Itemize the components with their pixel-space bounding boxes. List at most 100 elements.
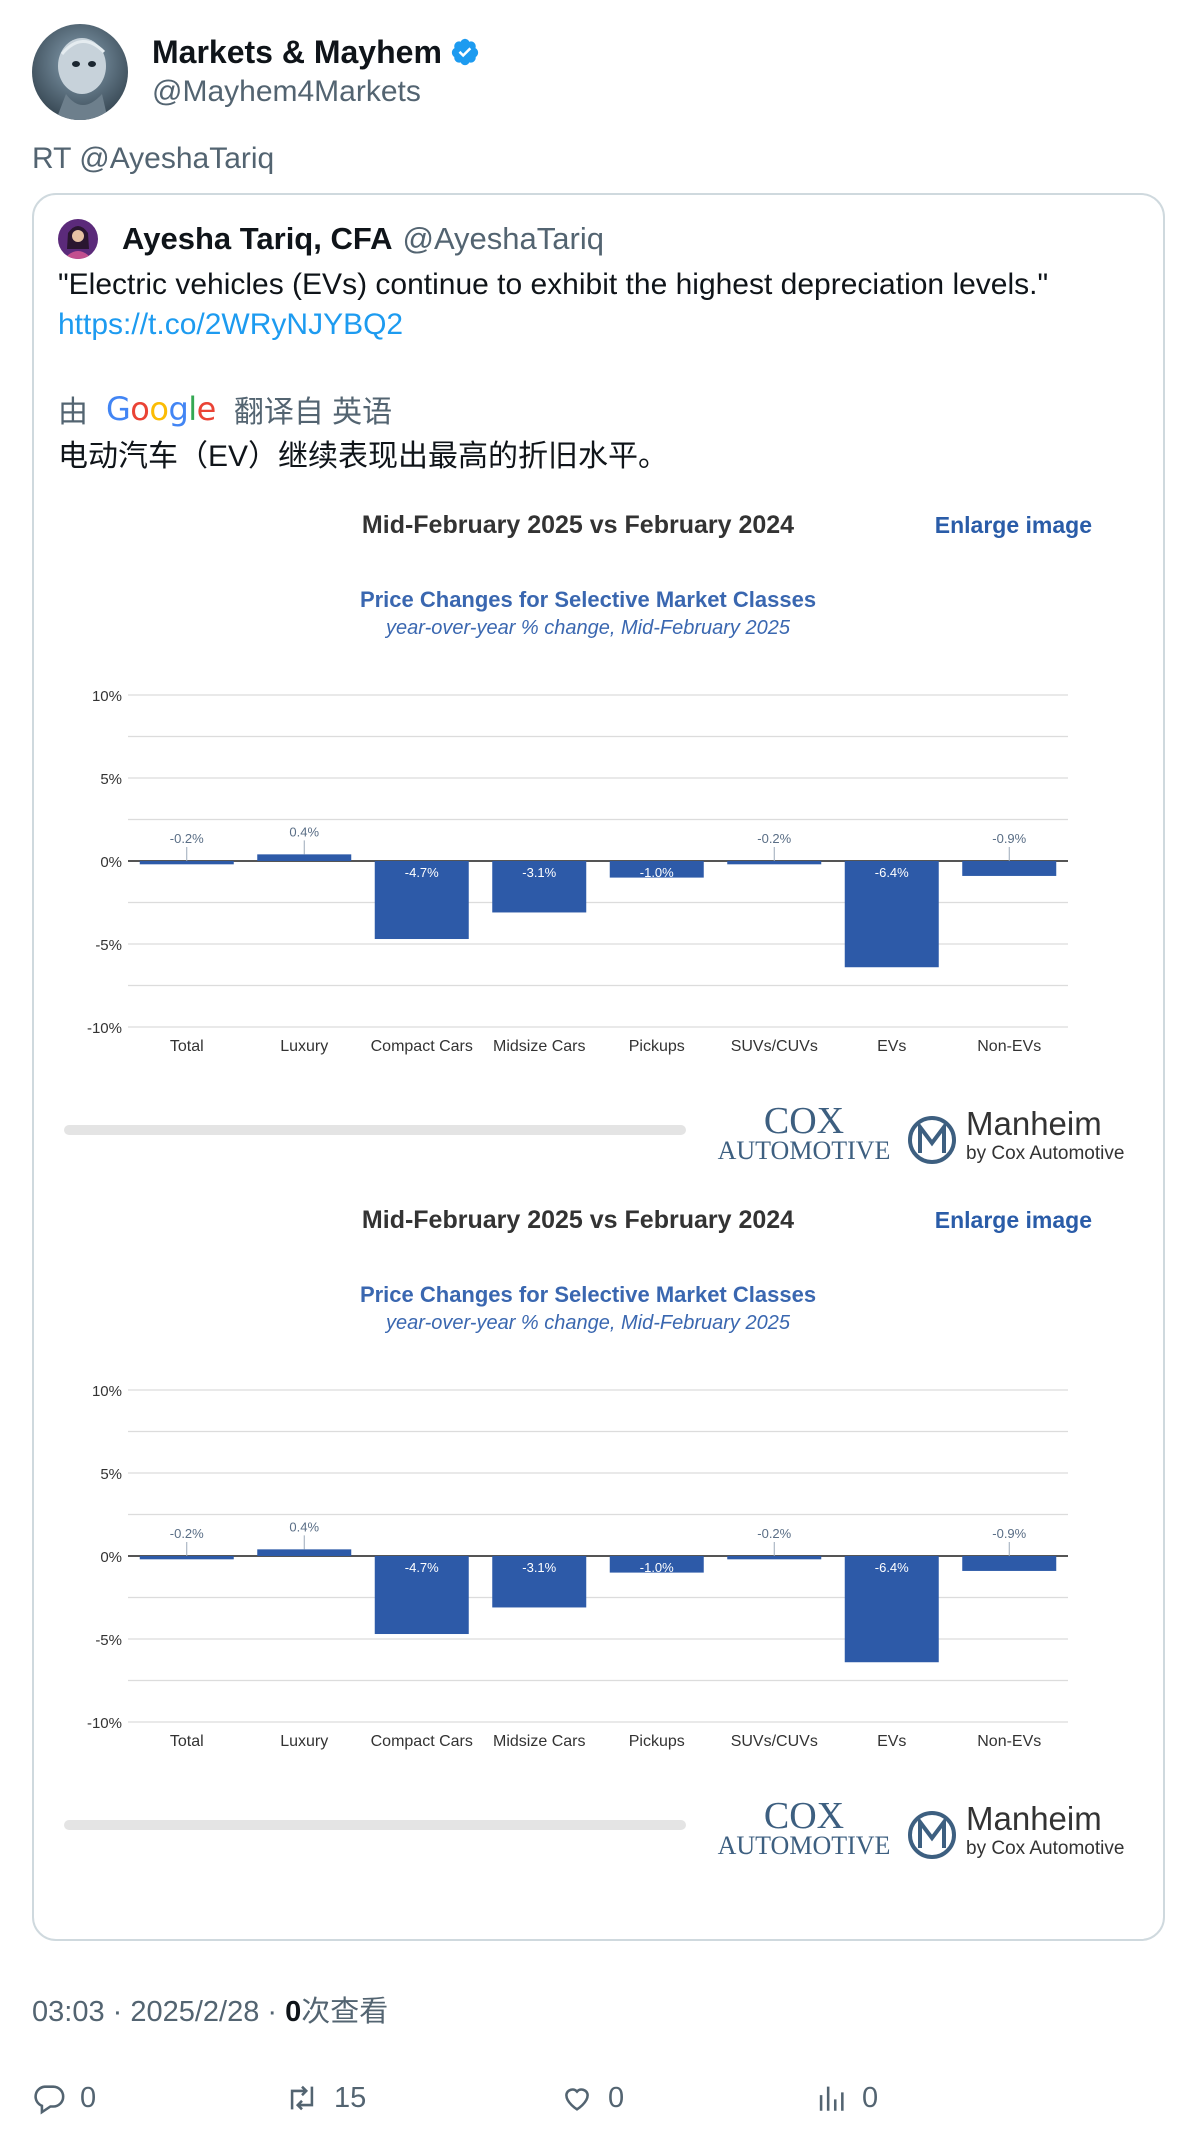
quoted-tweet[interactable]: Ayesha Tariq, CFA @AyeshaTariq "Electric… <box>32 193 1165 1941</box>
translated-text: 电动汽车（EV）继续表现出最高的折旧水平。 <box>58 440 669 473</box>
data-label: -0.2% <box>757 831 791 846</box>
x-tick-label: SUVs/CUVs <box>731 1733 818 1750</box>
data-label: -0.2% <box>170 831 204 846</box>
enlarge-image-link[interactable]: Enlarge image <box>935 512 1092 538</box>
quoted-tweet-header: Ayesha Tariq, CFA @AyeshaTariq <box>58 217 604 261</box>
data-label: -4.7% <box>405 865 439 880</box>
data-label: -6.4% <box>875 865 909 880</box>
bar <box>609 1556 704 1573</box>
action-bar: 0 15 0 0 <box>32 2075 1165 2121</box>
bar <box>727 1556 822 1560</box>
reply-icon <box>34 2085 65 2115</box>
quoted-tweet-link[interactable]: https://t.co/2WRyNJYBQ2 <box>58 308 404 341</box>
tweet-meta: 03:03 · 2025/2/28 · 0次查看 <box>32 1988 388 2030</box>
like-button[interactable]: 0 <box>560 2075 624 2121</box>
manheim-brand-sub: by Cox Automotive <box>966 1838 1124 1859</box>
translation-attribution: 由 Google 翻译自 英语 <box>58 390 393 429</box>
data-label: -6.4% <box>875 1560 909 1575</box>
data-label: 0.4% <box>289 824 319 839</box>
bar <box>609 861 704 878</box>
bar <box>844 1556 939 1663</box>
retweet-button[interactable]: 15 <box>284 2075 366 2121</box>
author-handle[interactable]: @Mayhem4Markets <box>152 75 421 108</box>
x-tick-label: Non-EVs <box>977 1038 1041 1055</box>
x-tick-label: Pickups <box>629 1733 685 1750</box>
x-tick-label: Midsize Cars <box>493 1038 585 1055</box>
chart-subtitle: year-over-year % change, Mid-February 20… <box>384 1312 791 1334</box>
y-tick-label: -10% <box>87 1020 122 1037</box>
analytics-icon <box>819 2086 844 2111</box>
data-label: -0.9% <box>992 1526 1026 1541</box>
google-logo-letter: e <box>196 390 217 428</box>
x-tick-label: Total <box>170 1733 204 1750</box>
retweet-icon <box>290 2085 314 2111</box>
x-tick-label: EVs <box>877 1733 906 1750</box>
x-tick-label: Compact Cars <box>371 1038 473 1055</box>
x-tick-label: Pickups <box>629 1038 685 1055</box>
author-avatar[interactable] <box>32 24 128 120</box>
bar-chart-2: Mid-February 2025 vs February 2024 Enlarg… <box>58 1180 1148 1880</box>
data-label: -0.2% <box>170 1526 204 1541</box>
quoted-author-name[interactable]: Ayesha Tariq, CFA <box>122 221 393 256</box>
y-tick-label: 0% <box>100 854 122 871</box>
x-tick-label: Non-EVs <box>977 1733 1041 1750</box>
google-logo-letter: G <box>106 390 131 428</box>
views-button[interactable]: 0 <box>814 2075 878 2121</box>
manheim-logo-mark <box>918 1816 946 1848</box>
cox-logo-top: COX <box>764 1795 844 1837</box>
bar <box>257 854 352 861</box>
quoted-author-avatar[interactable] <box>58 219 98 259</box>
data-label: -1.0% <box>640 865 674 880</box>
x-tick-label: Compact Cars <box>371 1733 473 1750</box>
cox-logo-top: COX <box>764 1100 844 1142</box>
chart-panel-1[interactable]: Mid-February 2025 vs February 2024 Enlarg… <box>58 485 1148 1185</box>
cox-logo-bottom: AUTOMOTIVE <box>718 1136 891 1165</box>
x-tick-label: Luxury <box>280 1038 328 1055</box>
view-label: 次查看 <box>301 1996 389 2028</box>
manheim-brand-name: Manheim <box>966 1800 1102 1837</box>
manheim-logo-circle <box>908 1811 956 1859</box>
verified-badge-icon <box>451 38 479 66</box>
y-tick-label: -10% <box>87 1715 122 1732</box>
image-scrollbar <box>64 1820 686 1830</box>
tweet-timestamp[interactable]: 03:03 · 2025/2/28 · <box>32 1996 286 2028</box>
bar <box>139 1556 234 1560</box>
bar <box>139 861 234 865</box>
quoted-tweet-text: "Electric vehicles (EVs) continue to exh… <box>58 268 1049 301</box>
chart-background <box>58 485 1148 1185</box>
enlarge-image-link[interactable]: Enlarge image <box>935 1207 1092 1233</box>
data-label: -0.2% <box>757 1526 791 1541</box>
y-tick-label: -5% <box>95 1632 122 1649</box>
x-tick-label: Total <box>170 1038 204 1055</box>
bar <box>727 861 822 865</box>
y-tick-label: 5% <box>100 771 122 788</box>
google-logo-letter: g <box>168 390 189 428</box>
bar <box>374 1556 469 1635</box>
data-label: -3.1% <box>522 1560 556 1575</box>
view-count: 0 <box>285 1996 302 2028</box>
x-tick-label: EVs <box>877 1038 906 1055</box>
reply-button[interactable]: 0 <box>32 2075 96 2121</box>
data-label: 0.4% <box>289 1519 319 1534</box>
y-tick-label: 0% <box>100 1549 122 1566</box>
manheim-brand-sub: by Cox Automotive <box>966 1143 1124 1164</box>
bar <box>844 861 939 968</box>
manheim-brand-name: Manheim <box>966 1105 1102 1142</box>
bar <box>962 861 1057 876</box>
bar-chart-1: Mid-February 2025 vs February 2024 Enlarg… <box>58 485 1148 1185</box>
chart-panel-2[interactable]: Mid-February 2025 vs February 2024 Enlarg… <box>58 1180 1148 1880</box>
x-tick-label: Luxury <box>280 1733 328 1750</box>
chart-title: Price Changes for Selective Market Class… <box>360 587 816 612</box>
bar <box>492 861 587 913</box>
y-tick-label: 5% <box>100 1466 122 1483</box>
google-logo-letter: o <box>130 390 150 428</box>
y-tick-label: -5% <box>95 937 122 954</box>
quoted-author-handle[interactable]: @AyeshaTariq <box>402 221 604 256</box>
author-display-name[interactable]: Markets & Mayhem <box>152 32 480 72</box>
data-label: -4.7% <box>405 1560 439 1575</box>
y-tick-label: 10% <box>92 1383 122 1400</box>
data-label: -0.9% <box>992 831 1026 846</box>
google-logo: Google <box>106 390 216 428</box>
data-label: -1.0% <box>640 1560 674 1575</box>
chart-panel-header: Mid-February 2025 vs February 2024 <box>362 511 794 539</box>
